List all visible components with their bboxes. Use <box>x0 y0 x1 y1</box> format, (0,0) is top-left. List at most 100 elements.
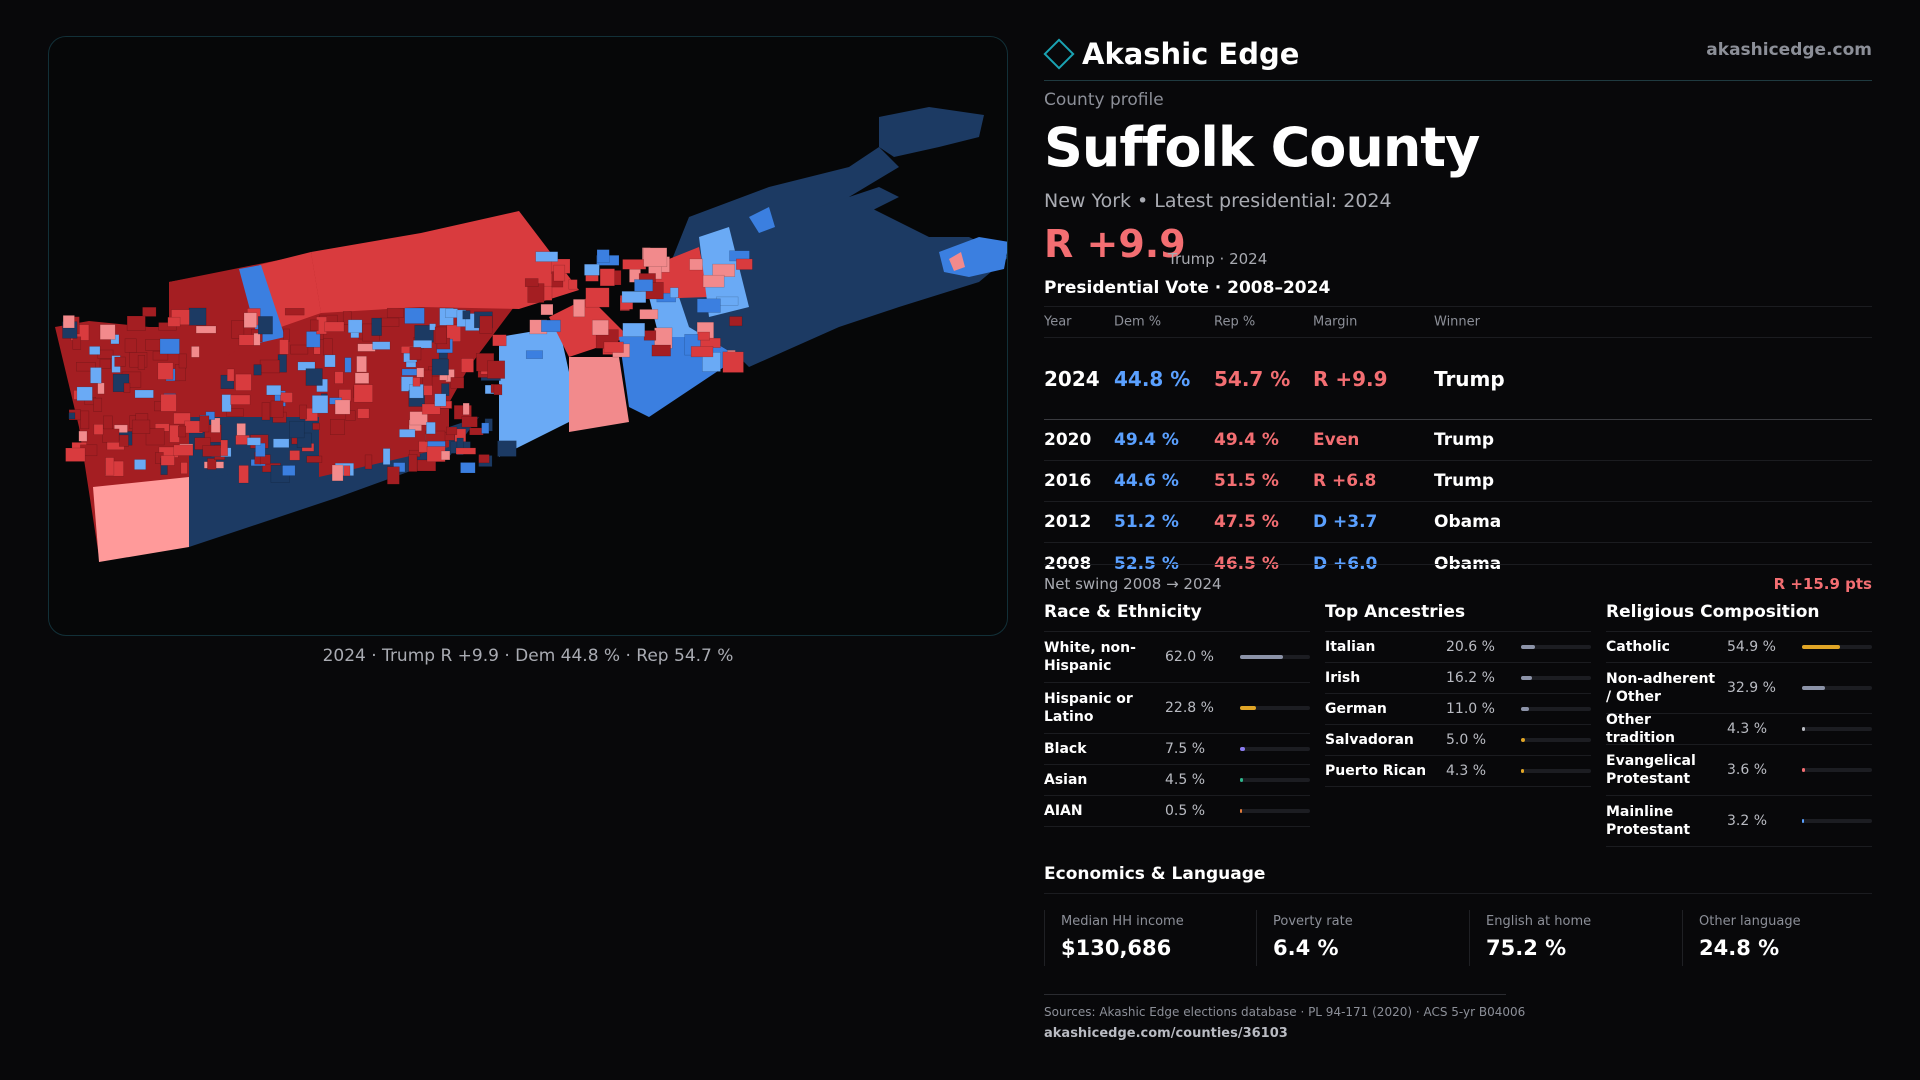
row-dem: 44.6 % <box>1114 471 1179 491</box>
map-precinct-cell <box>270 400 284 418</box>
site-link[interactable]: akashicedge.com <box>1706 40 1872 60</box>
header-margin: Margin <box>1313 314 1358 330</box>
map-caption: 2024 · Trump R +9.9 · Dem 44.8 % · Rep 5… <box>322 646 734 666</box>
list-item: Salvadoran 5.0 % <box>1325 725 1591 756</box>
map-precinct-cell <box>226 368 235 382</box>
econ-card-poverty: Poverty rate 6.4 % <box>1256 910 1353 966</box>
row-margin: D +6.0 <box>1313 553 1378 574</box>
map-precinct-cell <box>357 408 370 419</box>
map-precinct-cell <box>568 279 578 290</box>
map-precinct-cell <box>167 316 181 327</box>
table-row: 2012 51.2 % 47.5 % D +3.7 Obama <box>1044 502 1872 543</box>
race-ethnicity-section: Race & Ethnicity White, non-Hispanic 62.0… <box>1044 602 1310 827</box>
map-precinct-cell <box>456 437 464 456</box>
map-precinct-cell <box>382 448 391 465</box>
map-precinct-cell <box>160 455 175 466</box>
map-precinct-cell <box>246 437 261 446</box>
item-pct: 22.8 % <box>1165 700 1214 716</box>
row-margin: R +9.9 <box>1313 366 1388 391</box>
map-precinct-cell <box>434 393 447 407</box>
map-precinct-cell <box>188 307 207 326</box>
map-region-montauk-pink <box>949 252 965 271</box>
row-year: 2012 <box>1044 512 1092 532</box>
map-precinct-cell <box>157 362 174 380</box>
item-bar-fill <box>1240 747 1246 751</box>
map-precinct-cell <box>689 258 703 271</box>
map-precinct-cell <box>93 424 104 435</box>
item-bar-fill <box>1521 769 1524 773</box>
map-region-north-fork-tip <box>819 187 899 222</box>
map-precinct-cell <box>622 259 647 270</box>
map-precinct-cell <box>596 249 610 263</box>
row-rep: 54.7 % <box>1214 366 1291 391</box>
map-precinct-cell <box>202 445 221 457</box>
map-precinct-cell <box>462 310 471 320</box>
item-bar-fill <box>1240 809 1242 813</box>
map-precinct-cell <box>446 324 461 342</box>
map-precinct-cell <box>479 315 493 334</box>
item-label: Mainline Protestant <box>1606 804 1691 838</box>
item-label: Evangelical Protestant <box>1606 753 1696 787</box>
ancestry-title: Top Ancestries <box>1325 602 1591 632</box>
map-precinct-cell <box>461 358 474 373</box>
map-precinct-cell <box>279 339 289 355</box>
map-precinct-cell <box>282 465 296 476</box>
map-precinct-cell <box>347 319 363 333</box>
item-bar-fill <box>1802 686 1826 690</box>
list-item: Italian 20.6 % <box>1325 632 1591 663</box>
map-precinct-cell <box>226 408 244 417</box>
list-item: Mainline Protestant 3.2 % <box>1606 796 1872 847</box>
item-label: German <box>1325 701 1387 717</box>
map-precinct-cell <box>290 344 309 355</box>
map-precinct-cell <box>72 336 82 350</box>
row-winner: Trump <box>1434 366 1505 391</box>
county-precinct-map[interactable] <box>49 37 1008 636</box>
item-bar-fill <box>1802 727 1805 731</box>
map-precinct-cell <box>123 382 131 393</box>
sources-text: Sources: Akashic Edge elections database… <box>1044 1005 1526 1019</box>
item-bar <box>1240 747 1310 751</box>
religion-section: Religious Composition Catholic 54.9 % Non-… <box>1606 602 1872 847</box>
map-precinct-cell <box>450 377 465 389</box>
item-bar <box>1521 769 1591 773</box>
item-label: Puerto Rican <box>1325 763 1427 779</box>
presidential-vote-title: Presidential Vote · 2008–2024 <box>1044 278 1331 298</box>
item-label: Salvadoran <box>1325 732 1414 748</box>
county-map-panel[interactable] <box>48 36 1008 636</box>
map-precinct-cell <box>289 420 305 439</box>
map-precinct-cell <box>469 427 484 436</box>
map-precinct-cell <box>145 428 165 446</box>
sources-url[interactable]: akashicedge.com/counties/36103 <box>1044 1026 1288 1041</box>
table-header: Year Dem % Rep % Margin Winner <box>1044 306 1872 338</box>
brand[interactable]: Akashic Edge <box>1043 34 1299 74</box>
item-bar <box>1521 707 1591 711</box>
map-precinct-cell <box>639 309 659 320</box>
map-precinct-cell <box>418 441 429 453</box>
item-bar-fill <box>1802 645 1841 649</box>
map-precinct-cell <box>481 422 490 434</box>
item-label: Irish <box>1325 670 1361 686</box>
map-precinct-cell <box>541 319 561 333</box>
item-bar <box>1802 768 1872 772</box>
map-region-shelter-island <box>749 207 775 233</box>
map-precinct-cell <box>344 357 352 373</box>
map-precinct-cell <box>65 447 86 462</box>
page-title: Suffolk County <box>1044 116 1480 179</box>
item-bar-fill <box>1521 645 1536 649</box>
list-item: Irish 16.2 % <box>1325 663 1591 694</box>
item-label: Hispanic or Latino <box>1044 691 1133 725</box>
map-precinct-cell <box>178 353 187 369</box>
map-precinct-cell <box>525 350 543 359</box>
map-precinct-cell <box>324 321 345 332</box>
item-bar <box>1802 727 1872 731</box>
map-precinct-cell <box>284 308 305 316</box>
list-item: Hispanic or Latino 22.8 % <box>1044 683 1310 734</box>
map-precinct-cell <box>492 334 507 347</box>
row-year: 2008 <box>1044 553 1092 574</box>
map-precinct-cell <box>343 465 351 477</box>
map-precinct-cell <box>386 307 404 318</box>
sources-divider <box>1044 994 1506 995</box>
map-precinct-cell <box>137 355 146 370</box>
map-region-central-pink <box>569 357 629 432</box>
map-precinct-cell <box>380 317 400 327</box>
